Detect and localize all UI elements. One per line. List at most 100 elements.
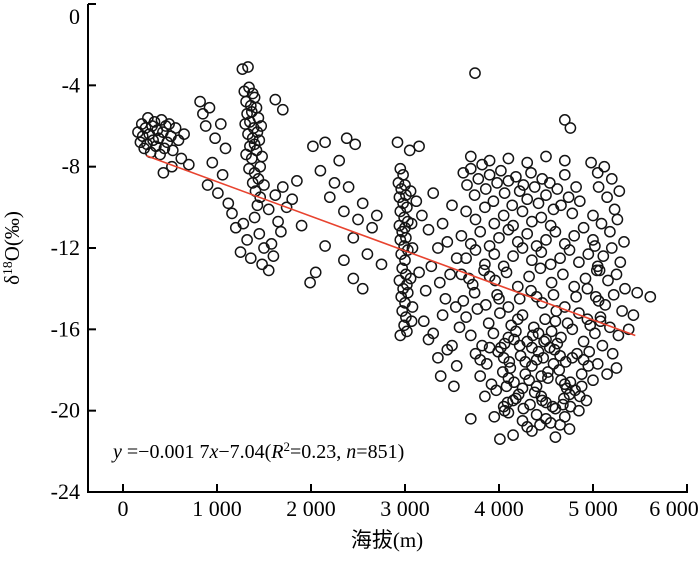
data-point — [504, 362, 517, 374]
data-point — [564, 122, 577, 134]
data-point — [493, 231, 505, 244]
data-point — [439, 292, 452, 305]
data-point — [568, 229, 581, 242]
data-point — [416, 209, 428, 222]
data-point — [498, 337, 511, 350]
data-point — [479, 258, 491, 271]
data-point — [406, 301, 419, 313]
data-point — [219, 142, 232, 155]
data-point — [436, 217, 449, 230]
data-point — [562, 191, 575, 204]
data-point — [579, 272, 592, 285]
data-point — [280, 201, 293, 214]
data-point — [577, 353, 590, 366]
data-point — [262, 264, 275, 277]
data-point — [487, 327, 500, 340]
data-point — [540, 412, 552, 425]
data-point — [338, 254, 350, 267]
data-point — [511, 313, 524, 326]
data-point — [604, 225, 616, 238]
data-point — [147, 134, 159, 147]
data-point — [510, 392, 522, 405]
x-tick-label: 1 000 — [192, 496, 242, 521]
data-point — [396, 262, 409, 275]
data-point — [203, 101, 216, 114]
data-point — [542, 366, 554, 378]
regression-line-group — [146, 155, 636, 337]
data-point — [516, 205, 529, 218]
data-point — [591, 166, 604, 179]
data-point — [342, 181, 355, 193]
data-point — [474, 225, 487, 238]
data-point — [194, 95, 206, 108]
data-point — [433, 276, 446, 289]
data-point — [314, 164, 327, 177]
data-point — [525, 166, 537, 179]
data-point — [328, 177, 341, 189]
data-point — [547, 358, 560, 370]
data-point — [148, 116, 161, 128]
data-point — [450, 360, 463, 372]
data-point — [551, 183, 564, 195]
data-point — [535, 246, 548, 258]
data-point — [619, 282, 631, 295]
data-point — [526, 329, 539, 342]
data-point — [474, 370, 487, 382]
data-point — [593, 264, 606, 277]
data-point — [528, 181, 541, 193]
data-point — [535, 211, 548, 224]
data-point — [612, 329, 625, 342]
data-point — [568, 280, 581, 293]
data-point — [400, 231, 412, 244]
data-point — [605, 242, 618, 254]
data-point — [450, 252, 463, 265]
data-point — [175, 152, 188, 165]
regression-line — [146, 155, 636, 337]
data-point — [554, 349, 566, 362]
data-point — [405, 217, 418, 230]
y-axis-label: δ18O(‰) — [0, 211, 24, 285]
data-point — [401, 201, 413, 214]
data-point — [516, 242, 529, 254]
data-point — [644, 290, 657, 303]
data-point — [494, 307, 506, 319]
x-tick-label: 4 000 — [474, 496, 524, 521]
data-point — [482, 317, 495, 330]
data-point — [577, 221, 590, 234]
data-point — [494, 433, 506, 445]
data-point — [554, 252, 566, 265]
data-point — [464, 162, 477, 175]
data-point — [275, 225, 287, 238]
data-point — [540, 189, 552, 201]
data-point — [455, 229, 468, 242]
data-point — [587, 234, 599, 246]
data-point — [495, 164, 507, 177]
data-point — [446, 199, 458, 212]
data-point — [463, 272, 475, 285]
data-point — [555, 374, 567, 387]
data-point — [521, 227, 534, 240]
data-point — [276, 181, 289, 193]
data-point — [605, 173, 618, 185]
data-point — [178, 128, 190, 140]
data-point — [502, 152, 515, 165]
data-point — [530, 408, 543, 421]
data-point — [526, 425, 538, 437]
data-point — [543, 177, 556, 189]
data-point — [540, 333, 552, 346]
data-point — [566, 323, 579, 336]
data-point — [547, 288, 560, 301]
data-point — [573, 256, 585, 269]
data-point — [222, 197, 235, 210]
data-point — [319, 240, 331, 252]
y-tick-label: -8 — [62, 154, 80, 179]
data-point — [534, 262, 547, 275]
data-point — [510, 170, 522, 183]
data-point — [544, 258, 557, 271]
data-point — [241, 234, 253, 246]
data-point — [255, 120, 268, 132]
data-point — [585, 156, 597, 169]
data-point — [319, 136, 331, 149]
